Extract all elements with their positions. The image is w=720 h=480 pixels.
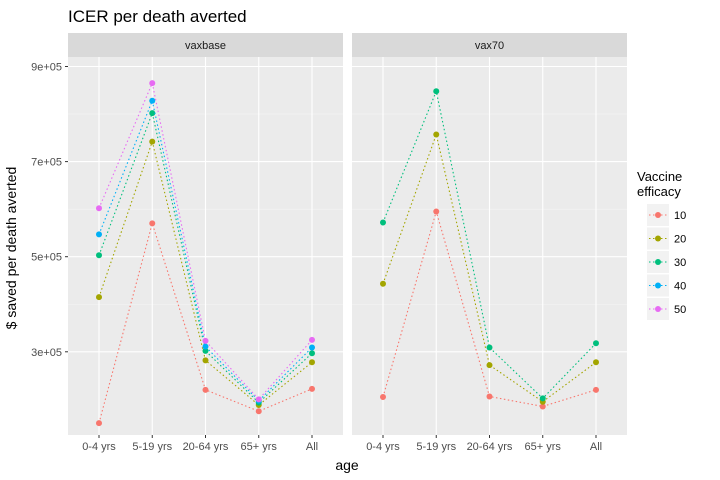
- data-point-vaxbase-50: [202, 337, 209, 344]
- data-point-vaxbase-20: [149, 138, 156, 145]
- y-tick-label: 9e+05: [31, 62, 62, 74]
- legend-title: efficacy: [637, 184, 681, 199]
- data-point-vax70-10: [380, 393, 386, 400]
- data-point-vax70-20: [433, 131, 440, 138]
- data-point-vaxbase-10: [255, 408, 262, 415]
- data-point-vaxbase-20: [96, 294, 102, 301]
- facet-strip-label: vaxbase: [185, 40, 226, 52]
- legend-label: 50: [674, 304, 686, 316]
- data-point-vax70-20: [486, 362, 493, 369]
- legend-key-point: [655, 259, 661, 265]
- data-point-vaxbase-20: [202, 357, 209, 364]
- data-point-vax70-30: [539, 395, 546, 402]
- legend-key-point: [655, 282, 661, 289]
- series-line-vaxbase-50: [98, 81, 313, 401]
- data-point-vax70-10: [433, 208, 440, 215]
- data-point-vax70-30: [380, 219, 386, 226]
- data-point-vaxbase-40: [96, 231, 102, 238]
- legend-title: Vaccine: [637, 169, 682, 184]
- y-tick-label: 3e+05: [31, 347, 62, 359]
- data-point-vaxbase-10: [149, 220, 156, 227]
- legend-label: 40: [674, 281, 686, 293]
- legend-key-point: [655, 212, 661, 218]
- x-tick-label: All: [590, 441, 602, 453]
- data-point-vaxbase-50: [96, 205, 102, 212]
- series-line-vaxbase-30: [98, 111, 313, 404]
- data-point-vax70-10: [593, 386, 599, 393]
- data-point-vaxbase-50: [255, 396, 262, 403]
- legend-label: 10: [674, 210, 686, 222]
- data-point-vaxbase-30: [309, 350, 315, 357]
- x-tick-label: 5-19 yrs: [416, 441, 456, 453]
- data-point-vaxbase-40: [309, 344, 315, 351]
- legend-label: 20: [674, 234, 686, 246]
- x-tick-label: All: [306, 441, 318, 453]
- data-point-vaxbase-30: [202, 347, 209, 354]
- plot-area: vaxbase 0-4 yrs 5-19 yrs 20-64 yrs 65+ yrs Al…: [31, 33, 627, 453]
- x-tick-label: 0-4 yrs: [82, 441, 116, 453]
- data-point-vax70-10: [539, 403, 546, 410]
- data-point-vaxbase-10: [309, 385, 315, 392]
- data-point-vaxbase-30: [96, 252, 102, 259]
- y-axis-title: $ saved per death averted: [3, 167, 19, 330]
- x-tick-label: 65+ yrs: [525, 441, 562, 453]
- data-point-vaxbase-10: [96, 420, 102, 427]
- facet-strip-vax70: [352, 33, 627, 57]
- data-point-vaxbase-50: [309, 336, 315, 343]
- data-point-vax70-30: [433, 88, 440, 95]
- y-tick-label: 5e+05: [31, 252, 62, 264]
- data-point-vax70-10: [486, 393, 493, 400]
- data-point-vax70-30: [593, 340, 599, 347]
- facet-strip-vaxbase: [68, 33, 343, 57]
- data-point-vax70-30: [486, 344, 493, 351]
- x-tick-label: 0-4 yrs: [366, 441, 400, 453]
- x-tick-label: 20-64 yrs: [183, 441, 229, 453]
- data-point-vax70-20: [593, 359, 599, 366]
- x-tick-label: 5-19 yrs: [132, 441, 172, 453]
- legend-key-point: [655, 306, 661, 312]
- x-tick-label: 65+ yrs: [241, 441, 278, 453]
- data-point-vaxbase-20: [309, 359, 315, 366]
- legend-label: 30: [674, 257, 686, 269]
- data-point-vax70-20: [380, 280, 386, 287]
- data-point-vaxbase-40: [202, 343, 209, 350]
- x-axis-title: age: [335, 457, 359, 473]
- chart-title: ICER per death averted: [68, 7, 247, 26]
- legend-key-point: [655, 235, 661, 242]
- data-point-vaxbase-40: [149, 97, 156, 104]
- x-tick-label: 20-64 yrs: [467, 441, 513, 453]
- data-point-vaxbase-30: [149, 110, 156, 117]
- y-tick-label: 7e+05: [31, 157, 62, 169]
- data-point-vaxbase-50: [149, 80, 156, 87]
- data-point-vaxbase-10: [202, 386, 209, 393]
- series-line-vaxbase-40: [98, 98, 313, 402]
- facet-strip-label: vax70: [475, 40, 504, 52]
